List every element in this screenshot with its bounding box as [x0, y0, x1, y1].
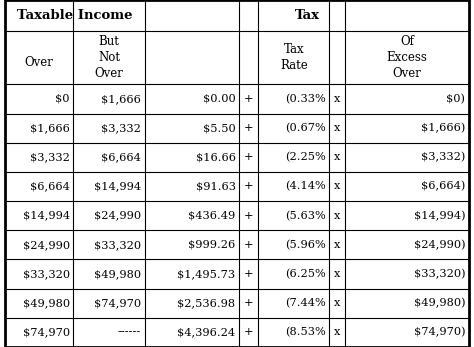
Text: $4,396.24: $4,396.24 — [177, 328, 236, 337]
Text: Taxable Income: Taxable Income — [17, 9, 132, 22]
Text: $33,320: $33,320 — [94, 240, 141, 250]
Text: $1,666: $1,666 — [30, 123, 70, 133]
Text: (7.44%: (7.44% — [285, 298, 326, 308]
Text: $6,664: $6,664 — [30, 181, 70, 192]
Text: x: x — [334, 181, 340, 192]
Text: Tax: Tax — [294, 9, 319, 22]
Text: $14,994): $14,994) — [414, 211, 465, 221]
Text: $0): $0) — [447, 94, 465, 104]
Text: +: + — [244, 298, 254, 308]
Text: x: x — [334, 240, 340, 250]
Text: +: + — [244, 269, 254, 279]
Text: $24,990): $24,990) — [414, 240, 465, 250]
Text: x: x — [334, 298, 340, 308]
Text: $1,495.73: $1,495.73 — [177, 269, 236, 279]
Text: ------: ------ — [118, 328, 141, 337]
Text: $33,320: $33,320 — [23, 269, 70, 279]
Text: Tax
Rate: Tax Rate — [280, 43, 308, 72]
Text: +: + — [244, 211, 254, 221]
Text: $49,980: $49,980 — [94, 269, 141, 279]
Text: +: + — [244, 181, 254, 192]
Text: $33,320): $33,320) — [414, 269, 465, 279]
Text: $3,332): $3,332) — [421, 152, 465, 162]
Text: $24,990: $24,990 — [23, 240, 70, 250]
Text: $6,664): $6,664) — [421, 181, 465, 192]
Text: $49,980): $49,980) — [414, 298, 465, 308]
Text: $74,970): $74,970) — [414, 327, 465, 338]
Text: +: + — [244, 240, 254, 250]
Text: $14,994: $14,994 — [94, 181, 141, 192]
Text: $1,666: $1,666 — [101, 94, 141, 104]
Text: $24,990: $24,990 — [94, 211, 141, 221]
Text: x: x — [334, 328, 340, 337]
Text: $0: $0 — [55, 94, 70, 104]
Text: x: x — [334, 123, 340, 133]
Text: +: + — [244, 152, 254, 162]
Text: $6,664: $6,664 — [101, 152, 141, 162]
Text: (0.33%: (0.33% — [285, 94, 326, 104]
Text: $3,332: $3,332 — [30, 152, 70, 162]
Text: (0.67%: (0.67% — [285, 123, 326, 133]
Text: x: x — [334, 211, 340, 221]
Text: +: + — [244, 328, 254, 337]
Text: $14,994: $14,994 — [23, 211, 70, 221]
Text: $74,970: $74,970 — [23, 328, 70, 337]
Text: (2.25%: (2.25% — [285, 152, 326, 162]
Text: $2,536.98: $2,536.98 — [177, 298, 236, 308]
Text: $0.00: $0.00 — [203, 94, 236, 104]
Text: x: x — [334, 152, 340, 162]
Text: $999.26: $999.26 — [188, 240, 236, 250]
Text: x: x — [334, 269, 340, 279]
Text: (6.25%: (6.25% — [285, 269, 326, 279]
Text: But
Not
Over: But Not Over — [95, 35, 123, 80]
Text: $91.63: $91.63 — [196, 181, 236, 192]
Text: $74,970: $74,970 — [94, 298, 141, 308]
Text: $1,666): $1,666) — [421, 123, 465, 133]
Text: $16.66: $16.66 — [196, 152, 236, 162]
Text: +: + — [244, 123, 254, 133]
Text: $5.50: $5.50 — [203, 123, 236, 133]
Text: (5.96%: (5.96% — [285, 240, 326, 250]
Text: $436.49: $436.49 — [188, 211, 236, 221]
Text: $3,332: $3,332 — [101, 123, 141, 133]
Text: Of
Excess
Over: Of Excess Over — [387, 35, 428, 80]
Text: x: x — [334, 94, 340, 104]
Text: (5.63%: (5.63% — [285, 211, 326, 221]
Text: (8.53%: (8.53% — [285, 327, 326, 338]
Text: +: + — [244, 94, 254, 104]
Text: Over: Over — [25, 56, 54, 69]
Text: $49,980: $49,980 — [23, 298, 70, 308]
Text: (4.14%: (4.14% — [285, 181, 326, 192]
